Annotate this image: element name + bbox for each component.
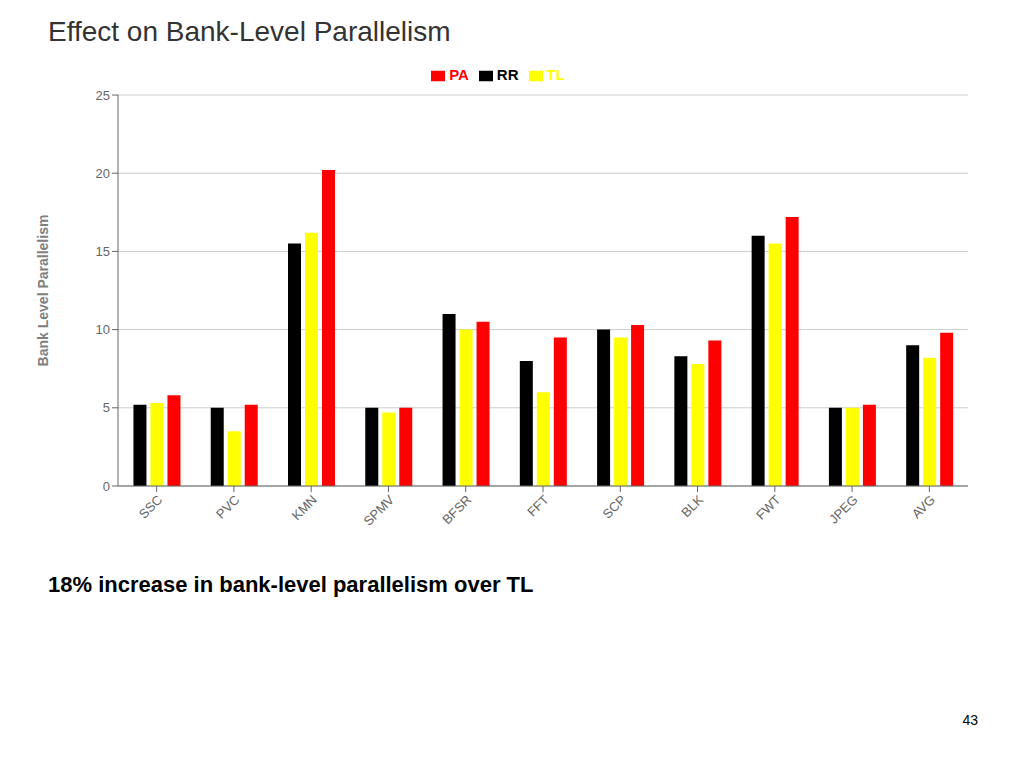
svg-text:BLK: BLK xyxy=(678,492,706,520)
svg-text:25: 25 xyxy=(96,88,110,103)
svg-text:SSC: SSC xyxy=(136,492,166,522)
svg-text:BFSR: BFSR xyxy=(439,492,474,527)
svg-text:AVG: AVG xyxy=(909,492,938,521)
svg-text:0: 0 xyxy=(103,479,110,494)
html-text:RR: RR xyxy=(496,66,519,83)
svg-text:PVC: PVC xyxy=(213,492,243,522)
svg-text:10: 10 xyxy=(96,322,110,337)
html-text:PA: PA xyxy=(449,66,469,83)
svg-text:KMN: KMN xyxy=(289,492,320,523)
svg-text:FWT: FWT xyxy=(753,492,784,523)
svg-text:SPMV: SPMV xyxy=(360,492,397,529)
svg-text:15: 15 xyxy=(96,244,110,259)
svg-text:Bank Level Parallelism: Bank Level Parallelism xyxy=(35,215,51,367)
svg-text:20: 20 xyxy=(96,166,110,181)
svg-text:SCP: SCP xyxy=(599,492,629,522)
html-text:43: 43 xyxy=(962,712,978,728)
html-text:TL: TL xyxy=(546,66,565,83)
svg-text:5: 5 xyxy=(103,400,110,415)
svg-text:FFT: FFT xyxy=(524,492,551,519)
html-text:18% increase in bank-level par: 18% increase in bank-level parallelism o… xyxy=(48,572,534,597)
svg-text:JPEG: JPEG xyxy=(826,492,861,527)
html-text:Effect on Bank-Level Paralleli: Effect on Bank-Level Parallelism xyxy=(48,16,451,47)
